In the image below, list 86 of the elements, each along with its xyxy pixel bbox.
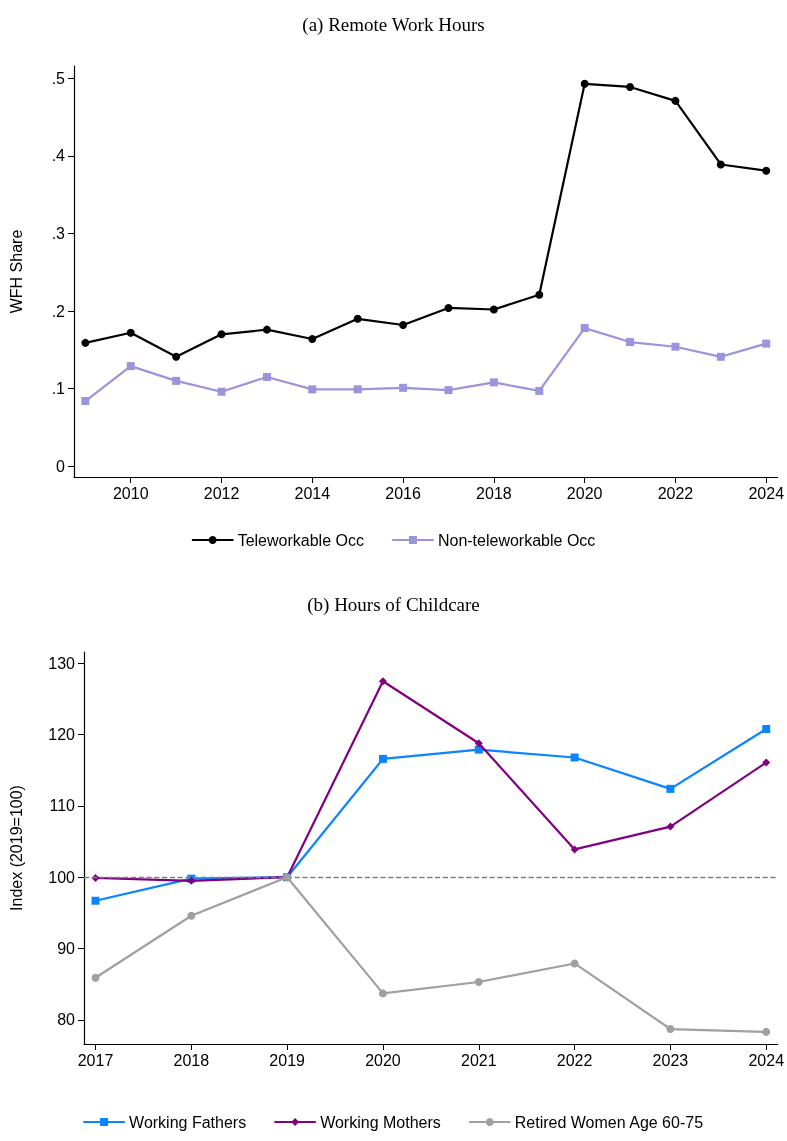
point <box>762 1027 771 1036</box>
point <box>666 822 675 831</box>
point <box>399 321 408 330</box>
point <box>535 290 544 299</box>
point <box>126 362 135 371</box>
point <box>81 338 90 347</box>
legend-label: Retired Women Age 60-75 <box>514 1113 704 1131</box>
y-axis-title: Index (2019=100) <box>7 785 25 911</box>
point <box>187 911 196 920</box>
x-tick-label: 2024 <box>748 484 785 502</box>
point <box>762 758 771 767</box>
x-tick-label: 2014 <box>294 484 331 502</box>
point <box>580 79 589 88</box>
legend-label: Teleworkable Occ <box>237 531 364 549</box>
point <box>217 330 226 339</box>
y-tick-label: .5 <box>51 69 66 87</box>
x-tick-label: 2019 <box>269 1051 306 1069</box>
y-tick-label: .1 <box>51 380 66 398</box>
x-tick-label: 2010 <box>112 484 149 502</box>
y-tick-label: .2 <box>51 302 66 320</box>
point <box>378 754 387 763</box>
legend-label: Non-teleworkable Occ <box>437 531 596 549</box>
point <box>308 385 317 394</box>
point <box>378 989 387 998</box>
x-tick-label: 2024 <box>748 1051 785 1069</box>
y-tick-label: 80 <box>57 1011 76 1029</box>
point <box>716 160 725 169</box>
point <box>353 385 362 394</box>
point <box>570 753 579 762</box>
point <box>666 1025 675 1034</box>
chart-title: (a) Remote Work Hours <box>302 14 485 36</box>
point <box>399 383 408 392</box>
y-tick-label: 130 <box>48 654 76 672</box>
point <box>535 386 544 395</box>
point <box>262 372 271 381</box>
x-tick-label: 2022 <box>657 484 694 502</box>
point <box>570 959 579 968</box>
point <box>474 977 483 986</box>
chart-title: (b) Hours of Childcare <box>307 594 480 616</box>
x-tick-label: 2016 <box>385 484 421 502</box>
point <box>580 324 589 333</box>
point <box>262 325 271 334</box>
point <box>671 96 680 105</box>
point <box>489 378 498 387</box>
point <box>671 342 680 351</box>
point <box>489 305 498 314</box>
legend-label: Working Fathers <box>129 1113 247 1131</box>
x-tick-label: 2012 <box>203 484 240 502</box>
point <box>762 339 771 348</box>
point <box>444 386 453 395</box>
point <box>474 739 483 748</box>
point <box>126 328 135 337</box>
y-tick-label: 120 <box>48 726 76 744</box>
point <box>353 314 362 323</box>
legend-label: Working Mothers <box>320 1113 441 1131</box>
x-tick-label: 2020 <box>566 484 603 502</box>
point <box>762 724 771 733</box>
point <box>81 397 90 405</box>
x-tick-label: 2020 <box>365 1051 401 1069</box>
x-tick-label: 2018 <box>173 1051 210 1069</box>
y-axis-title: WFH Share <box>7 229 25 314</box>
y-tick-label: 0 <box>56 457 66 475</box>
y-tick-label: 110 <box>49 797 76 815</box>
point <box>570 845 579 854</box>
x-tick-label: 2022 <box>556 1051 593 1069</box>
point <box>626 338 635 347</box>
point <box>91 896 100 905</box>
point <box>444 303 453 312</box>
x-tick-label: 2017 <box>77 1051 114 1069</box>
point <box>762 166 771 175</box>
point <box>172 376 181 385</box>
x-tick-label: 2018 <box>476 484 512 502</box>
point <box>666 784 675 793</box>
x-tick-label: 2023 <box>652 1051 689 1069</box>
point <box>378 677 387 686</box>
x-tick-label: 2021 <box>460 1051 497 1069</box>
y-tick-label: .4 <box>51 147 66 165</box>
point <box>308 334 317 343</box>
y-tick-label: 90 <box>57 939 76 957</box>
point <box>217 387 226 396</box>
point <box>172 352 181 361</box>
point <box>716 352 725 361</box>
y-tick-label: 100 <box>48 868 76 886</box>
point <box>626 82 635 91</box>
y-tick-label: .3 <box>51 225 66 242</box>
point <box>91 973 100 982</box>
